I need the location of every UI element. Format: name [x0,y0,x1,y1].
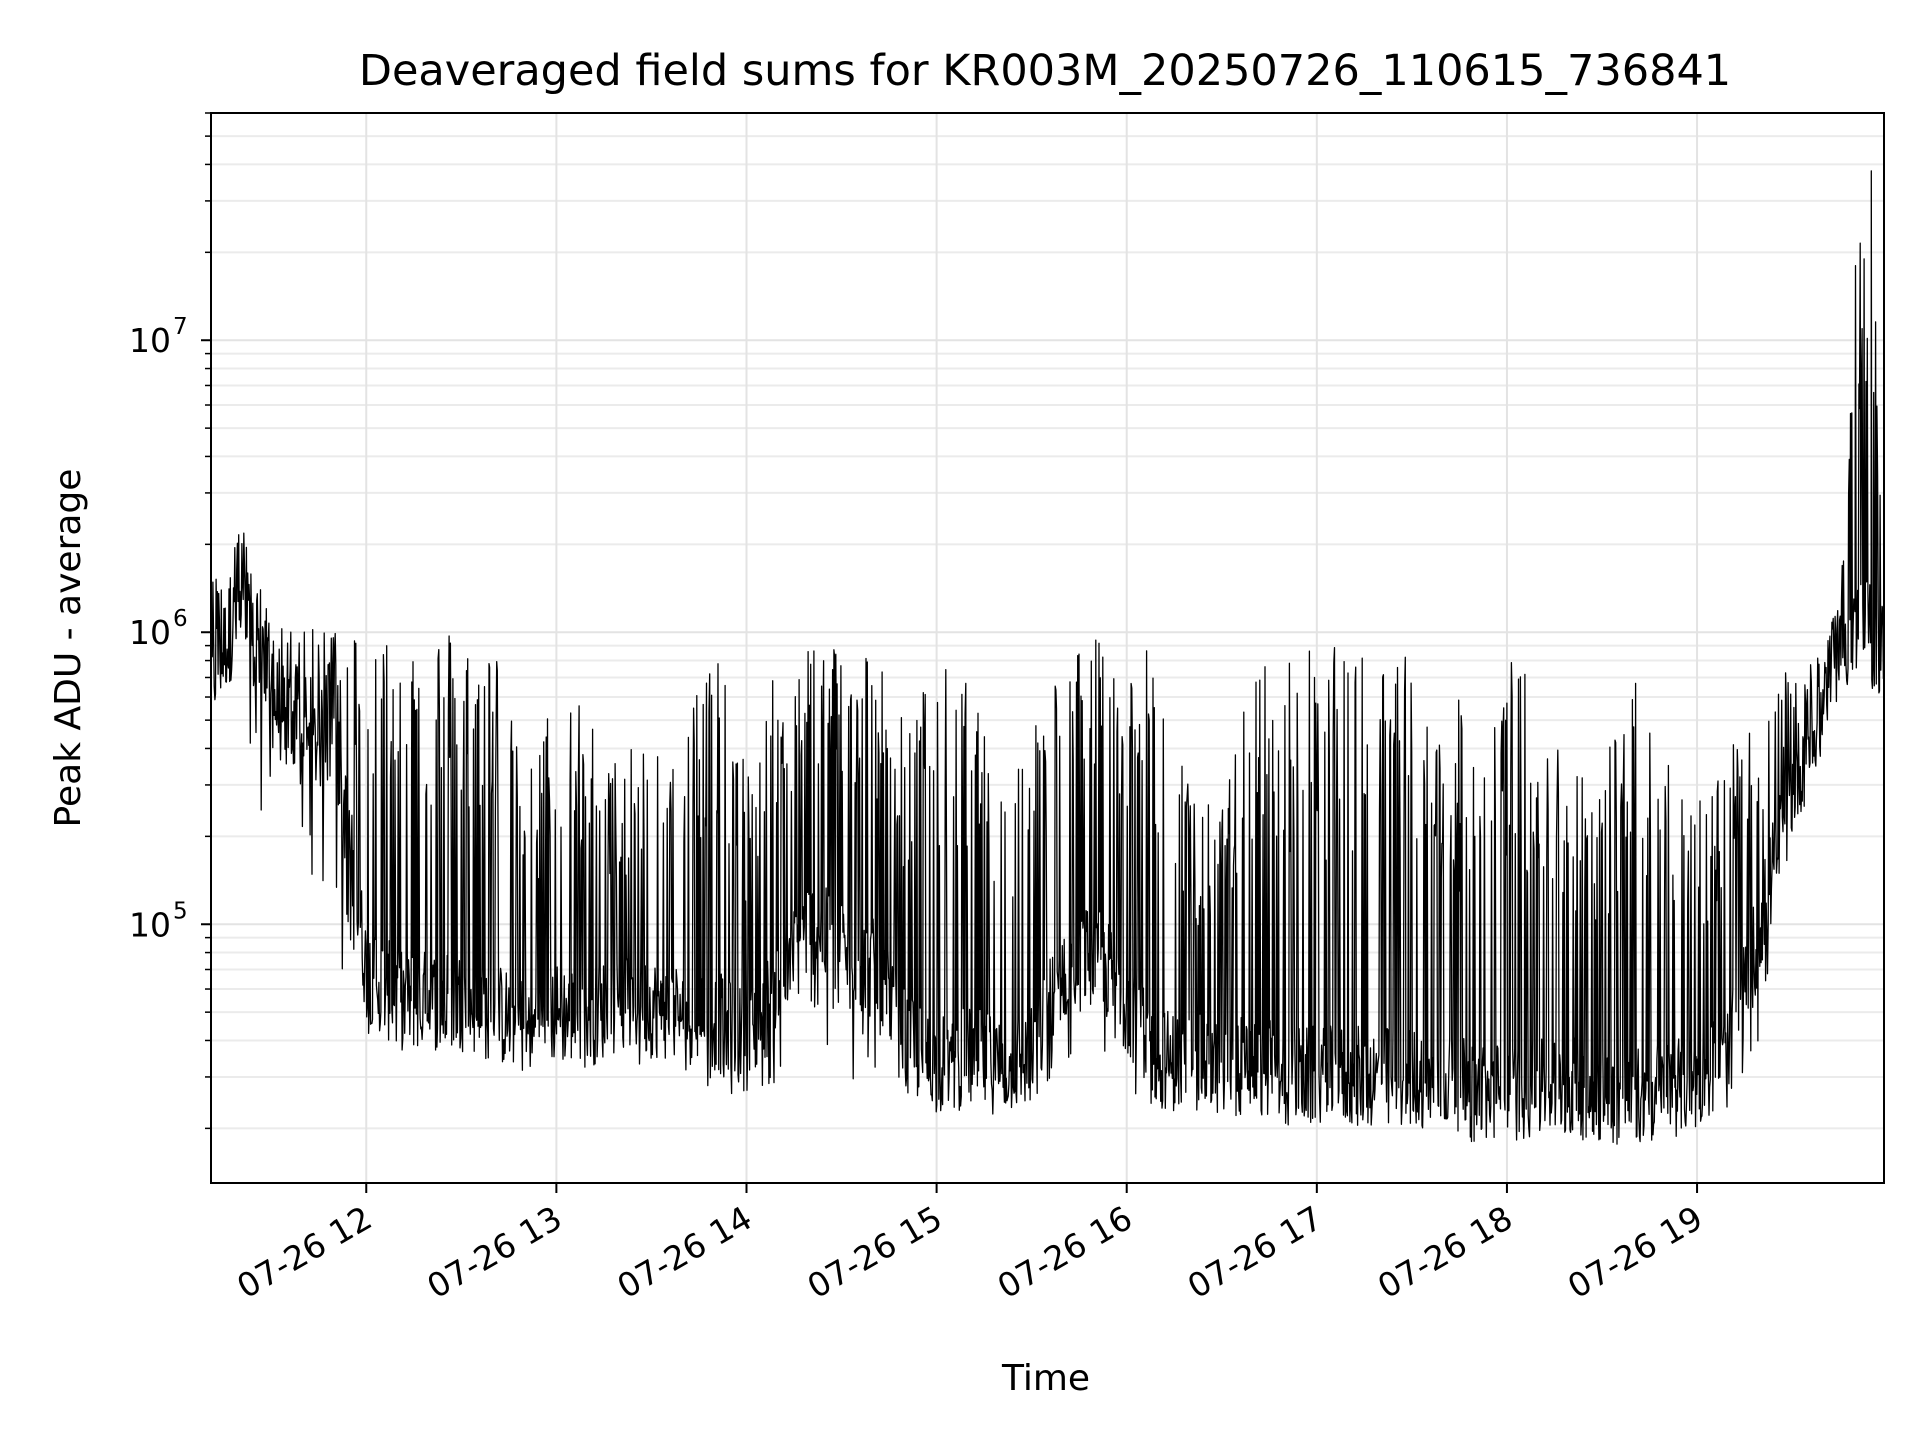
plot-frame [210,112,1885,1184]
y-tick-label: 10 [129,321,171,360]
x-axis-label: Time [1001,1358,1090,1399]
y-tick-exponent: 7 [173,314,188,340]
y-tick-exponent: 5 [173,898,188,924]
series-path [210,170,1885,1145]
y-tick-label: 10 [129,905,171,944]
series-line [210,170,1885,1145]
y-axis-label: Peak ADU - average [48,469,89,828]
y-tick-exponent: 6 [173,606,188,632]
y-tick-label: 10 [129,613,171,652]
chart-title: Deaveraged field sums for KR003M_2025072… [359,46,1731,96]
axis-ticks [201,112,1699,1193]
